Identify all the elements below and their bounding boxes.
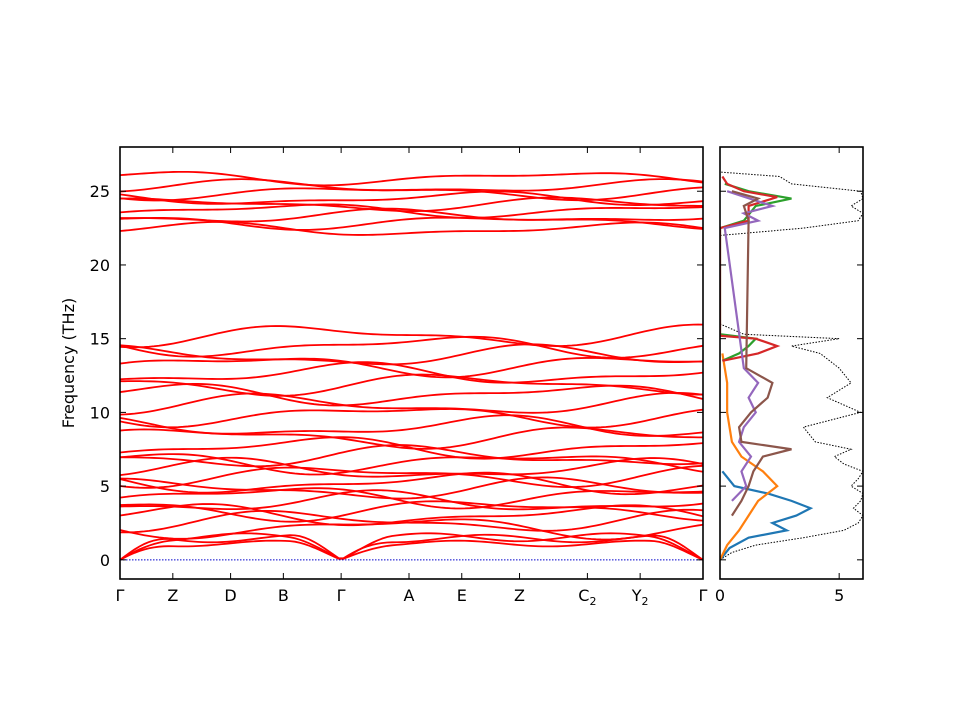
x-tick-label: B [278, 586, 289, 605]
dos-panel-frame [719, 146, 864, 580]
partial-dos-line [720, 175, 781, 362]
optical-band [120, 464, 703, 489]
y-tick-label: 20 [90, 256, 110, 275]
y-tick-label: 25 [90, 182, 110, 201]
band-y-ticks: 0 5 10 15 20 25 [90, 182, 703, 570]
optical-band [120, 476, 703, 500]
band-panel-frame [119, 146, 704, 580]
x-tick-label: D [224, 586, 236, 605]
y-tick-label: 0 [100, 551, 110, 570]
optical-band [120, 361, 703, 384]
acoustic-band [120, 533, 703, 561]
x-tick-label: Γ [116, 586, 125, 605]
y-axis-label: Frequency (THz) [59, 298, 78, 428]
optical-band [120, 489, 703, 511]
band-x-ticks: Γ Z D B Γ A E Z C2 Y2 Γ [116, 147, 708, 608]
band-lines [120, 170, 703, 561]
optical-band [120, 392, 703, 416]
x-tick-label: E [457, 586, 467, 605]
optical-band [120, 408, 703, 429]
partial-dos-line [720, 353, 779, 561]
y-tick-label: 15 [90, 330, 110, 349]
partial-dos-line [723, 190, 777, 502]
optical-band [120, 471, 703, 496]
partial-dos-line [720, 470, 814, 561]
x-tick-label: Z [514, 586, 525, 605]
x-tick-label: Γ [337, 586, 346, 605]
optical-band [120, 453, 703, 476]
acoustic-band [120, 539, 703, 561]
x-tick-label: Z [167, 586, 178, 605]
dos-x-tick-label: 0 [715, 586, 725, 605]
optical-band [120, 444, 703, 468]
optical-band [120, 178, 703, 193]
y-tick-label: 10 [90, 403, 110, 422]
partial-dos-line [730, 190, 792, 517]
x-tick-label: Γ [699, 586, 708, 605]
dos-y-ticks [720, 190, 863, 561]
optical-band [120, 207, 703, 223]
dos-x-tick-label: 5 [834, 586, 844, 605]
optical-band [120, 323, 703, 349]
optical-band [120, 343, 703, 366]
optical-band [120, 203, 703, 219]
optical-band [120, 508, 703, 534]
acoustic-band [120, 532, 703, 561]
dos-lines [720, 171, 863, 561]
optical-band [120, 170, 703, 187]
optical-band [120, 414, 703, 437]
x-tick-label: A [404, 586, 415, 605]
optical-band [120, 335, 703, 359]
optical-band [120, 487, 703, 510]
optical-band [120, 190, 703, 206]
y-tick-label: 5 [100, 477, 110, 496]
